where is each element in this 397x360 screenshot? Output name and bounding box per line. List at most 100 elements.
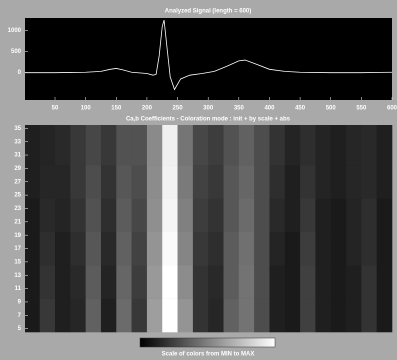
y-tick-label: 25 <box>14 193 21 199</box>
y-tick-label: 35 <box>14 126 21 132</box>
heatmap-cell <box>25 165 41 199</box>
heatmap-cell <box>254 265 270 299</box>
heatmap-cell <box>177 231 194 266</box>
y-tick-label: 23 <box>14 206 21 212</box>
heatmap-cell <box>146 198 163 233</box>
heatmap-cell <box>116 231 132 266</box>
heatmap-cell <box>238 298 255 333</box>
heatmap-cell <box>39 231 56 266</box>
y-tick-label: 21 <box>14 219 21 225</box>
heatmap-cell <box>39 265 56 299</box>
heatmap-cell <box>55 265 71 299</box>
heatmap-cell <box>70 265 86 299</box>
x-tick-label: 550 <box>356 106 367 112</box>
heatmap-cell <box>269 198 286 233</box>
heatmap-cell <box>330 165 347 199</box>
colorbar-label: Scale of colors from MIN to MAX <box>162 352 255 358</box>
heatmap-title: Ca,b Coefficients - Coloration mode : in… <box>126 117 291 123</box>
heatmap-cell <box>100 265 117 299</box>
heatmap-cell <box>85 165 102 199</box>
heatmap-cell <box>361 125 377 166</box>
heatmap-cell <box>223 265 240 299</box>
heatmap-cell <box>177 298 194 333</box>
x-tick-label: 500 <box>326 106 337 112</box>
heatmap-cell <box>315 231 332 266</box>
heatmap-cell <box>85 265 102 299</box>
heatmap-cell <box>254 165 270 199</box>
heatmap-cell <box>315 125 332 166</box>
heatmap-cell <box>361 231 377 266</box>
heatmap-cell <box>39 125 56 166</box>
heatmap-cell <box>25 265 41 299</box>
heatmap-cell <box>70 198 86 233</box>
heatmap-cell <box>100 298 117 333</box>
heatmap-cell <box>269 231 286 266</box>
heatmap-cell <box>116 125 132 166</box>
x-tick-label: 50 <box>52 106 59 112</box>
y-tick-label: 500 <box>11 49 22 55</box>
heatmap-cell <box>284 231 301 266</box>
heatmap-cell <box>192 265 209 299</box>
y-tick-label: 27 <box>14 179 21 185</box>
heatmap-cell <box>100 125 117 166</box>
heatmap-cell <box>330 265 347 299</box>
x-tick-label: 250 <box>173 106 184 112</box>
heatmap-cell <box>238 198 255 233</box>
heatmap-cell <box>284 265 301 299</box>
heatmap-cell <box>146 165 163 199</box>
heatmap-cell <box>330 298 347 333</box>
heatmap-cell <box>55 125 71 166</box>
heatmap-cell <box>208 298 224 333</box>
heatmap-cell <box>223 231 240 266</box>
heatmap-cell <box>284 125 301 166</box>
x-tick-label: 600 <box>387 106 397 112</box>
y-tick-label: 33 <box>14 139 21 145</box>
heatmap-cell <box>70 298 86 333</box>
x-tick-label: 300 <box>203 106 214 112</box>
heatmap-cell <box>376 265 393 299</box>
y-tick-label: 13 <box>14 273 21 279</box>
heatmap-cell <box>223 198 240 233</box>
heatmap-cell <box>208 265 224 299</box>
heatmap-cell <box>346 265 362 299</box>
heatmap-cell <box>25 231 41 266</box>
heatmap-cell <box>116 298 132 333</box>
heatmap-cell <box>131 125 148 166</box>
heatmap-cell <box>208 165 224 199</box>
heatmap-cell <box>192 165 209 199</box>
heatmap-cell <box>284 198 301 233</box>
heatmap-cell <box>85 198 102 233</box>
y-tick-label: 7 <box>18 313 22 319</box>
heatmap-cell <box>254 231 270 266</box>
heatmap-cell <box>269 298 286 333</box>
heatmap-cell <box>254 298 270 333</box>
y-tick-label: 5 <box>18 326 22 332</box>
signal-axes <box>25 18 392 100</box>
heatmap-cell <box>177 165 194 199</box>
y-tick-label: 17 <box>14 246 21 252</box>
heatmap-cell <box>162 265 178 299</box>
heatmap-cell <box>131 265 148 299</box>
x-tick-label: 450 <box>295 106 306 112</box>
y-tick-label: 9 <box>18 300 22 306</box>
y-tick-label: 31 <box>14 153 21 159</box>
heatmap-cell <box>315 165 332 199</box>
heatmap-cell <box>269 165 286 199</box>
heatmap-cell <box>55 165 71 199</box>
heatmap-cell <box>192 298 209 333</box>
heatmap-cell <box>131 198 148 233</box>
heatmap-cell <box>131 231 148 266</box>
heatmap-cell <box>25 298 41 333</box>
heatmap-cell <box>284 165 301 199</box>
y-tick-label: 11 <box>15 286 22 292</box>
heatmap-cell <box>70 125 86 166</box>
heatmap-cell <box>315 265 332 299</box>
heatmap-cell <box>162 198 178 233</box>
heatmap-cell <box>330 198 347 233</box>
colorbar <box>139 337 276 348</box>
heatmap-cell <box>146 125 163 166</box>
heatmap-cell <box>269 125 286 166</box>
heatmap-cell <box>208 198 224 233</box>
heatmap-cell <box>300 231 316 266</box>
heatmap-cell <box>361 198 377 233</box>
